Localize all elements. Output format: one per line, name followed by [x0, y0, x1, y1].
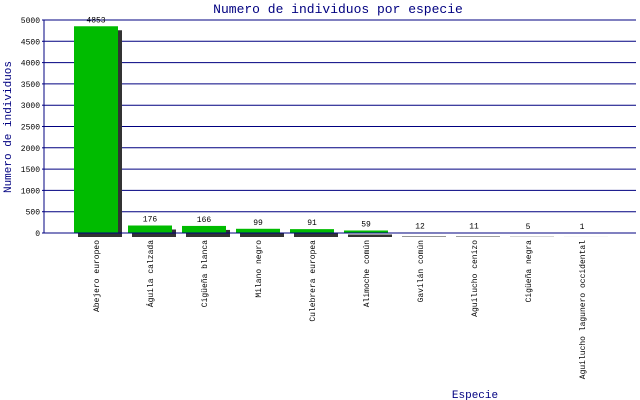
y-tick-label: 3500 — [21, 81, 40, 90]
data-label: 4853 — [86, 16, 105, 25]
y-tick-label: 5000 — [21, 17, 40, 26]
x-tick-label: Abejero europeo — [93, 240, 102, 312]
data-label: 166 — [197, 216, 212, 225]
y-tick-label: 500 — [26, 209, 41, 218]
bar-shadow — [240, 232, 284, 237]
data-label: 59 — [361, 220, 371, 229]
x-tick-label: Cigüeña negra — [525, 240, 534, 303]
x-tick-label: Aguilucho cenizo — [471, 240, 480, 317]
bar — [290, 229, 334, 233]
y-tick-label: 3000 — [21, 102, 40, 111]
data-label: 11 — [469, 223, 479, 232]
y-tick-label: 1000 — [21, 187, 40, 196]
bar-shadow — [348, 234, 392, 237]
y-tick-label: 2000 — [21, 145, 40, 154]
x-tick-label: Águila calzada — [147, 240, 156, 307]
y-tick-label: 0 — [35, 230, 40, 239]
x-axis-label: Especie — [452, 390, 498, 400]
bar — [344, 230, 388, 233]
bar-shadow — [294, 233, 338, 237]
x-tick-label: Aguilucho lagunero occidental — [579, 240, 588, 379]
y-tick-label: 4000 — [21, 60, 40, 69]
x-tick-label: Milano negro — [255, 240, 264, 298]
chart-title: Numero de individuos por especie — [213, 2, 463, 17]
bar — [182, 225, 226, 233]
data-label: 99 — [253, 219, 263, 228]
y-tick-label: 4500 — [21, 38, 40, 47]
y-tick-label: 1500 — [21, 166, 40, 175]
y-tick-label: 2500 — [21, 124, 40, 133]
y-axis-label: Numero de individuos — [3, 61, 15, 193]
data-label: 176 — [143, 216, 158, 225]
bar — [236, 228, 280, 233]
bar — [128, 225, 172, 233]
data-label: 91 — [307, 219, 317, 228]
x-tick-label: Gavilán común — [417, 240, 426, 303]
x-tick-label: Culebrera europea — [309, 240, 318, 322]
bar-shadow — [402, 236, 446, 237]
x-tick-label: Cigüeña blanca — [201, 240, 210, 307]
data-label: 12 — [415, 222, 425, 231]
bar — [74, 26, 118, 233]
data-label: 1 — [580, 223, 585, 232]
data-label: 5 — [526, 223, 531, 232]
x-tick-label: Alimoche común — [363, 240, 372, 307]
